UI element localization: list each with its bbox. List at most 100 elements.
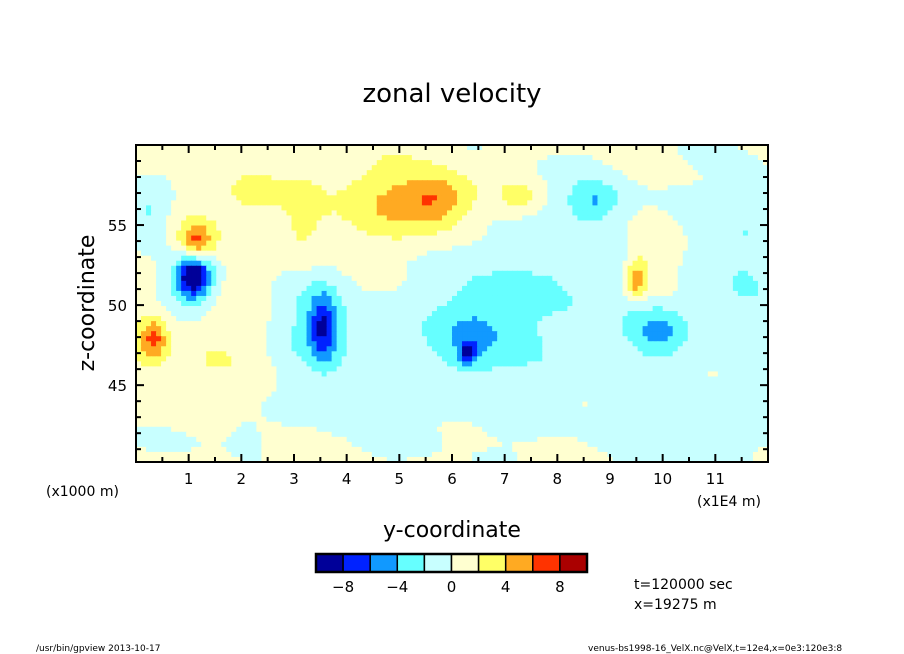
contour-cell — [462, 300, 468, 307]
contour-cell — [612, 316, 619, 322]
contour-cell — [251, 150, 257, 156]
contour-cell — [351, 295, 358, 302]
contour-cell — [547, 250, 553, 257]
contour-cell — [381, 205, 388, 212]
contour-cell — [707, 300, 714, 307]
contour-cell — [441, 205, 448, 212]
contour-cell — [642, 306, 649, 312]
contour-cell — [522, 150, 528, 156]
contour-cell — [296, 285, 303, 292]
contour-cell — [276, 160, 283, 166]
contour-cell — [732, 145, 739, 151]
contour-cell — [582, 145, 589, 151]
contour-cell — [727, 295, 734, 302]
contour-cell — [567, 245, 573, 252]
contour-cell — [296, 275, 303, 282]
contour-cell — [401, 160, 408, 166]
contour-cell — [156, 306, 162, 312]
contour-cell — [667, 270, 674, 277]
contour-cell — [672, 245, 679, 252]
contour-cell — [672, 170, 679, 176]
contour-cell — [206, 225, 212, 232]
contour-cell — [331, 331, 338, 337]
contour-cell — [542, 150, 548, 156]
contour-cell — [161, 326, 167, 332]
contour-cell — [627, 336, 634, 342]
contour-cell — [597, 280, 604, 287]
contour-cell — [732, 170, 739, 176]
contour-cell — [341, 235, 348, 242]
contour-cell — [537, 215, 543, 222]
contour-cell — [677, 245, 684, 252]
contour-cell — [286, 260, 293, 267]
contour-cell — [141, 230, 147, 237]
contour-cell — [386, 220, 393, 227]
contour-cell — [441, 265, 448, 272]
contour-cell — [446, 215, 453, 222]
contour-cell — [642, 295, 649, 302]
contour-cell — [136, 280, 142, 287]
contour-cell — [647, 185, 654, 191]
contour-cell — [467, 240, 473, 247]
contour-cell — [487, 165, 493, 171]
contour-cell — [406, 270, 413, 277]
contour-cell — [246, 205, 252, 212]
contour-cell — [236, 165, 242, 171]
contour-cell — [657, 331, 664, 337]
contour-cell — [366, 270, 373, 277]
contour-cell — [597, 285, 604, 292]
contour-cell — [401, 280, 408, 287]
contour-cell — [747, 270, 754, 277]
contour-cell — [732, 150, 739, 156]
contour-cell — [371, 285, 378, 292]
contour-cell — [657, 225, 664, 232]
contour-cell — [757, 145, 764, 151]
contour-cell — [171, 326, 177, 332]
contour-cell — [336, 245, 343, 252]
contour-cell — [707, 160, 714, 166]
contour-cell — [637, 195, 644, 201]
contour-cell — [421, 290, 428, 297]
contour-cell — [702, 195, 709, 201]
contour-cell — [286, 170, 293, 176]
contour-cell — [221, 336, 227, 342]
contour-cell — [386, 295, 393, 302]
contour-cell — [426, 205, 433, 212]
contour-cell — [637, 285, 644, 292]
contour-cell — [557, 170, 563, 176]
contour-cell — [757, 260, 764, 267]
contour-cell — [452, 255, 458, 262]
contour-cell — [632, 265, 639, 272]
contour-cell — [176, 265, 182, 272]
contour-cell — [497, 220, 503, 227]
contour-cell — [457, 275, 463, 282]
contour-cell — [366, 245, 373, 252]
contour-cell — [657, 321, 664, 327]
contour-cell — [336, 285, 343, 292]
contour-cell — [562, 295, 568, 302]
contour-cell — [702, 190, 709, 196]
contour-cell — [151, 185, 157, 191]
contour-cell — [762, 220, 769, 227]
contour-cell — [431, 255, 438, 262]
contour-cell — [482, 295, 488, 302]
contour-cell — [406, 255, 413, 262]
contour-cell — [246, 295, 252, 302]
contour-cell — [637, 215, 644, 222]
contour-cell — [446, 275, 453, 282]
contour-cell — [171, 260, 177, 267]
contour-cell — [366, 336, 373, 342]
contour-cell — [557, 180, 563, 186]
contour-cell — [241, 295, 247, 302]
contour-cell — [371, 326, 378, 332]
contour-cell — [467, 321, 473, 327]
contour-cell — [652, 200, 659, 206]
contour-cell — [527, 220, 533, 227]
contour-cell — [672, 311, 679, 317]
contour-cell — [692, 200, 699, 206]
contour-cell — [642, 200, 649, 206]
contour-cell — [421, 331, 428, 337]
contour-cell — [577, 155, 584, 161]
contour-cell — [181, 321, 187, 327]
contour-cell — [256, 280, 262, 287]
